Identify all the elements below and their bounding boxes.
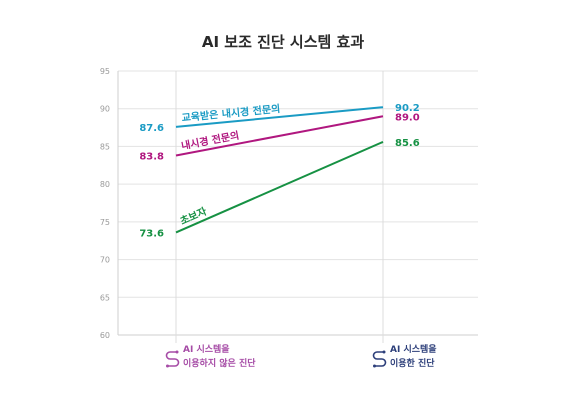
category-label-line1: AI 시스템을 [183,343,230,355]
y-tick-label: 70 [100,256,110,265]
route-icon [372,350,387,368]
route-end-dot [382,350,386,354]
data-label: 87.6 [139,123,164,134]
data-label: 89.0 [395,112,420,123]
series-line [175,106,384,128]
series-line [175,140,384,234]
series-line [175,115,384,157]
y-tick-label: 75 [100,218,110,227]
y-tick-label: 95 [100,67,110,76]
y-tick-label: 60 [100,331,110,340]
y-tick-label: 85 [100,142,110,151]
y-tick-label: 90 [100,105,110,114]
data-label: 73.6 [139,228,164,239]
y-tick-label: 65 [100,293,110,302]
route-path [165,351,180,367]
route-icon [165,350,180,368]
category-label-line1: AI 시스템을 [390,343,437,355]
route-start-dot [373,364,376,368]
route-end-dot [175,350,179,354]
data-label: 90.2 [395,103,420,114]
category-label-line2: 이용한 진단 [390,357,435,369]
y-axis-ticks: 60 65 70 75 80 85 90 95 [100,67,110,340]
data-label: 85.6 [395,138,420,149]
chart-title: AI 보조 진단 시스템 효과 [202,33,364,51]
y-tick-label: 80 [100,180,110,189]
grid [117,70,478,343]
route-start-dot [166,364,169,368]
data-label: 83.8 [139,151,164,162]
category-label-line2: 이용하지 않은 진단 [183,357,256,369]
route-path [372,351,387,367]
